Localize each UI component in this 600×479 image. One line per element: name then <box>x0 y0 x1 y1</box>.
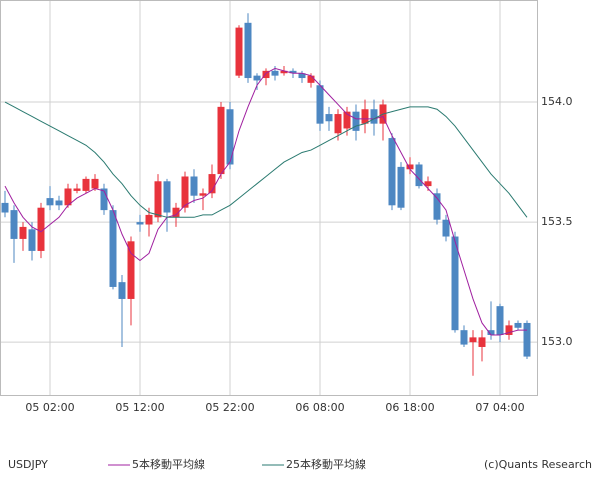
candle-body <box>262 70 270 79</box>
candle-body <box>73 188 81 191</box>
candle-body <box>217 106 225 175</box>
y-tick-label: 154.0 <box>541 95 573 108</box>
candle-body <box>388 138 396 206</box>
x-tick-label: 06 08:00 <box>295 401 344 414</box>
candle-body <box>64 188 72 206</box>
candle-body <box>154 181 162 218</box>
candle-body <box>307 75 315 83</box>
candle-body <box>145 214 153 225</box>
candle-body <box>1 202 9 213</box>
plot-frame <box>0 0 538 396</box>
x-tick-label: 05 12:00 <box>115 401 164 414</box>
x-tick-label: 05 02:00 <box>25 401 74 414</box>
candle-body <box>505 325 513 335</box>
credit: (c)Quants Research <box>484 458 592 471</box>
candle-body <box>253 75 261 81</box>
candle-body <box>172 207 180 218</box>
candle-body <box>424 181 432 187</box>
candle-body <box>271 70 279 76</box>
y-tick-label: 153.0 <box>541 335 573 348</box>
candle-body <box>19 226 27 239</box>
symbol: USDJPY <box>8 458 48 471</box>
candle-body <box>325 114 333 122</box>
candle-body <box>208 174 216 194</box>
candle-body <box>235 27 243 76</box>
candle-body <box>91 178 99 189</box>
candle-body <box>316 85 324 124</box>
candle-body <box>442 219 450 237</box>
candle-body <box>244 22 252 79</box>
moving-average-line <box>4 101 528 218</box>
candle-body <box>298 73 306 79</box>
candle-body <box>397 166 405 208</box>
candle-body <box>37 207 45 251</box>
candle-body <box>28 229 36 251</box>
candle-body <box>190 176 198 196</box>
candle-body <box>460 330 468 345</box>
candle-body <box>415 164 423 187</box>
candle-body <box>10 210 18 239</box>
candle-body <box>352 111 360 131</box>
candle-body <box>487 330 495 335</box>
y-tick-label: 153.5 <box>541 215 573 228</box>
candle-body <box>451 236 459 331</box>
candle-body <box>514 322 522 328</box>
candle-body <box>100 188 108 211</box>
candle-body <box>343 111 351 129</box>
candle-body <box>226 109 234 165</box>
candle-body <box>109 210 117 287</box>
candle-body <box>289 70 297 74</box>
candle-body <box>127 241 135 299</box>
legend-label: 25本移動平均線 <box>286 457 366 471</box>
x-tick-label: 07 04:00 <box>475 401 524 414</box>
moving-average-line <box>4 67 527 336</box>
candle-body <box>55 200 63 206</box>
candle-body <box>478 337 486 347</box>
candle-body <box>370 109 378 124</box>
candle-body <box>118 282 126 299</box>
x-tick-label: 06 18:00 <box>385 401 434 414</box>
candle-body <box>406 164 414 170</box>
candle-body <box>361 109 369 124</box>
candle-body <box>433 193 441 220</box>
candle-body <box>523 322 531 357</box>
candle-body <box>496 306 504 335</box>
candle-body <box>199 193 207 196</box>
candle-body <box>136 222 144 225</box>
candle-body <box>181 176 189 208</box>
candle-body <box>82 178 90 191</box>
candle-body <box>46 198 54 206</box>
candle-body <box>163 181 171 213</box>
candle-body <box>334 114 342 134</box>
legend-label: 5本移動平均線 <box>132 457 205 471</box>
x-tick-label: 05 22:00 <box>205 401 254 414</box>
candle-body <box>280 70 288 74</box>
candle-body <box>469 337 477 343</box>
